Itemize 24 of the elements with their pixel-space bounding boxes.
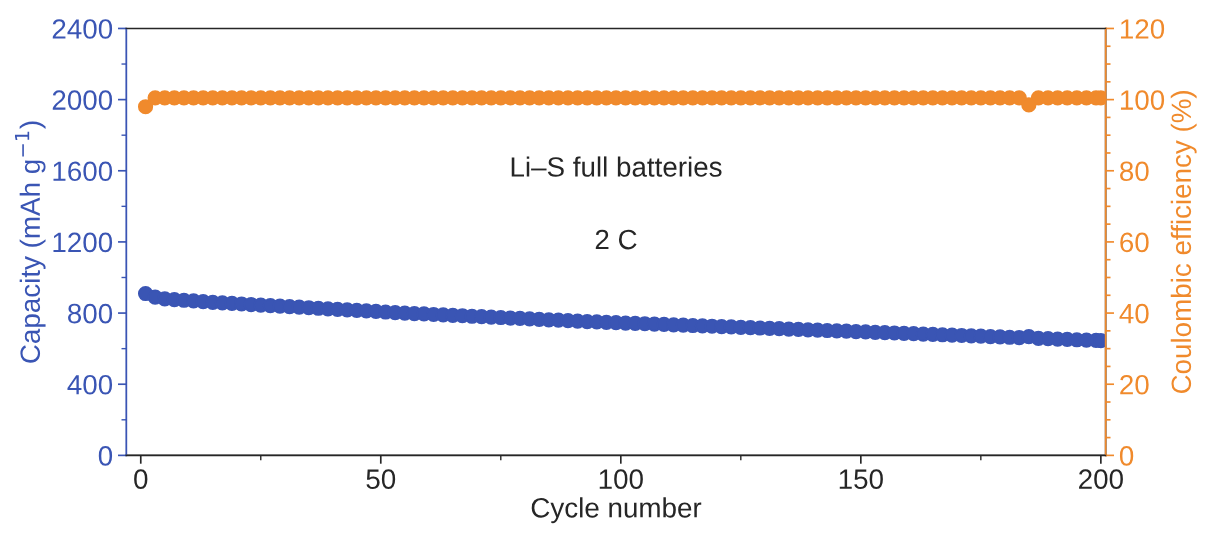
x-tick-label: 200 (1079, 469, 1123, 489)
annotation: 2 C (595, 229, 637, 250)
y-tick-label: 1600 (53, 161, 113, 182)
x-tick-label: 150 (839, 469, 883, 489)
y2-axis-title: Coulombic efficiency (%) (1170, 91, 1197, 394)
y-tick-label: 0 (98, 446, 113, 466)
y2-tick-label: 40 (1119, 303, 1149, 324)
x-tick-label: 0 (134, 469, 148, 489)
y-tick-label: 2400 (52, 19, 113, 39)
y2-tick-label: 60 (1120, 232, 1149, 253)
y2-tick-label: 80 (1120, 161, 1149, 182)
y-tick-label: 800 (68, 303, 113, 324)
y-tick-label: 400 (67, 374, 113, 395)
x-tick-label: 50 (366, 469, 396, 489)
y2-tick-label: 120 (1120, 19, 1165, 39)
y-tick-label: 1200 (53, 232, 113, 253)
y-axis-title: Capacity (mAh g$^{−1}$) (14, 121, 46, 363)
y2-tick-label: 100 (1120, 90, 1165, 110)
x-tick-label: 100 (599, 469, 643, 489)
x-axis-title: Cycle number (531, 497, 702, 524)
y2-tick-label: 20 (1120, 374, 1149, 395)
annotation: Li–S full batteries (511, 156, 722, 177)
y-tick-label: 2000 (52, 90, 113, 110)
y2-tick-label: 0 (1119, 446, 1134, 466)
